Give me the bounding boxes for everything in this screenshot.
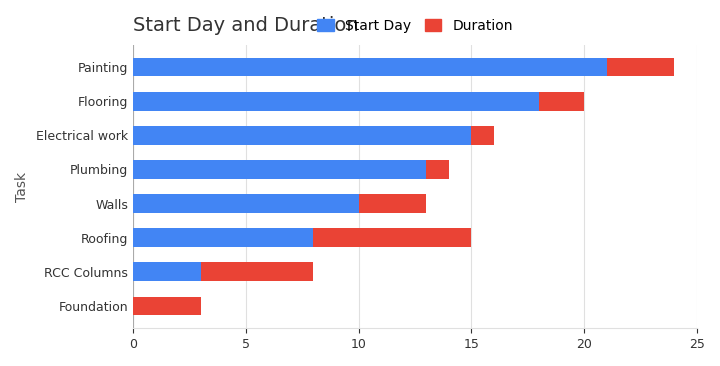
- Bar: [539, 92, 584, 111]
- Bar: [133, 57, 607, 76]
- Text: Start Day and Duration: Start Day and Duration: [133, 16, 359, 35]
- Y-axis label: Task: Task: [15, 171, 29, 202]
- Bar: [133, 92, 539, 111]
- Bar: [133, 262, 201, 281]
- Bar: [472, 126, 494, 145]
- Bar: [133, 228, 313, 247]
- Bar: [133, 194, 359, 213]
- Bar: [426, 160, 449, 179]
- Bar: [133, 160, 426, 179]
- Bar: [133, 296, 201, 315]
- Bar: [133, 126, 472, 145]
- Legend: Start Day, Duration: Start Day, Duration: [312, 15, 517, 37]
- Bar: [607, 57, 675, 76]
- Bar: [201, 262, 313, 281]
- Bar: [313, 228, 472, 247]
- Bar: [359, 194, 426, 213]
